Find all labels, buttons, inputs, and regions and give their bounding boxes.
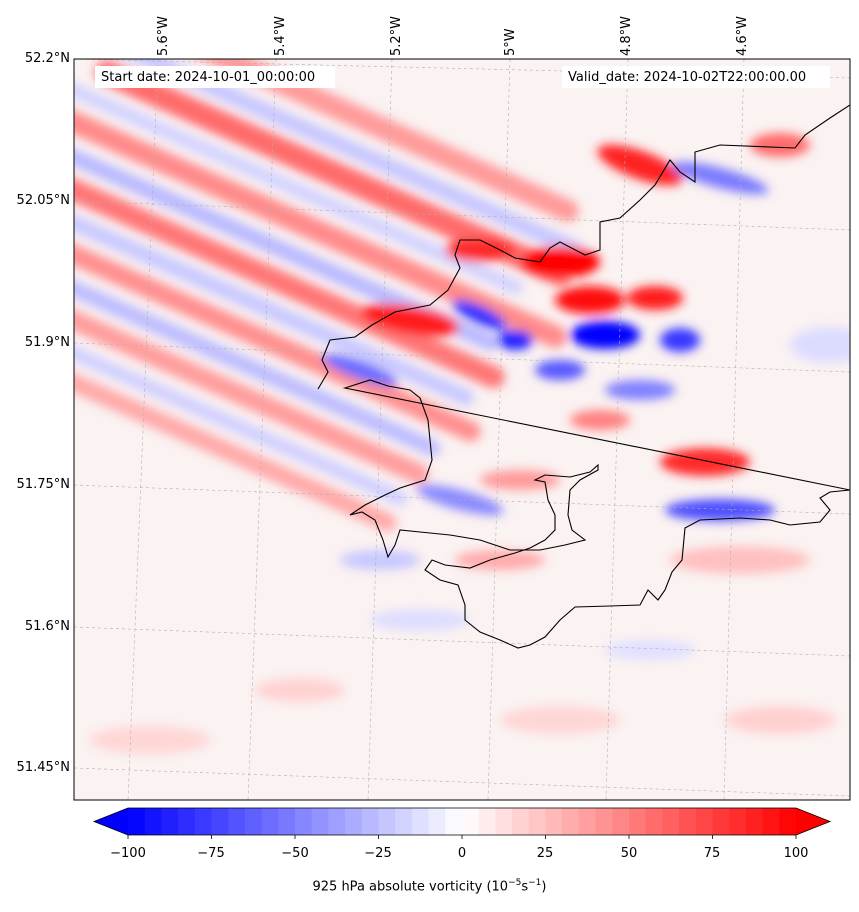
colorbar-segment (478, 808, 496, 835)
start-date-label: Start date: 2024-10-01_00:00:00 (101, 70, 316, 85)
colorbar-segment (361, 808, 380, 835)
colorbar-tick: 0 (457, 846, 467, 861)
colorbar-tick: −50 (281, 846, 309, 861)
coastline (317, 104, 850, 649)
colorbar-segment (194, 808, 213, 835)
colorbar-segment (328, 808, 346, 835)
colorbar-min-extension (94, 808, 128, 835)
lat-label-51.9n: 51.9°N (24, 335, 70, 350)
colorbar-segment (779, 808, 797, 835)
lat-label-51.75n: 51.75°N (16, 477, 70, 492)
colorbar-label: 925 hPa absolute vorticity (10−5s−1) (312, 878, 547, 895)
colorbar-segment (228, 808, 246, 835)
colorbar-segment (612, 808, 630, 835)
colorbar-segment (462, 808, 480, 835)
colorbar-tick: 75 (703, 846, 721, 861)
colorbar-segment (244, 808, 263, 835)
valid-date-box (562, 66, 830, 88)
colorbar-segment (278, 808, 296, 835)
colorbar-segment (144, 808, 162, 835)
colorbar-segment (378, 808, 396, 835)
lon-label-5.6w: 5.6°W (156, 15, 171, 56)
lat-label-51.6n: 51.6°N (24, 619, 70, 634)
colorbar-segment (161, 808, 179, 835)
lat-label-52.2n: 52.2°N (24, 51, 70, 66)
lon-label-5.2w: 5.2°W (389, 15, 404, 56)
colorbar-segment (679, 808, 697, 835)
colorbar-segment (295, 808, 313, 835)
colorbar-segment (595, 808, 613, 835)
colorbar-segment (662, 808, 680, 835)
colorbar-segment (128, 808, 146, 835)
start-date-box (95, 66, 335, 88)
colorbar-segment (629, 808, 647, 835)
colorbar-segment (211, 808, 229, 835)
colorbar-segment (578, 808, 597, 835)
colorbar-segment (745, 808, 764, 835)
lat-label-52.05n: 52.05°N (16, 193, 70, 208)
colorbar-segment (261, 808, 279, 835)
colorbar-segment (645, 808, 663, 835)
graticule (74, 59, 850, 800)
colorbar-segment (345, 808, 363, 835)
colorbar-segment (445, 808, 463, 835)
valid-date-label: Valid_date: 2024-10-02T22:00:00.00 (568, 70, 807, 85)
colorbar-segment (512, 808, 530, 835)
vorticity-field (74, 59, 850, 800)
colorbar-segment (562, 808, 580, 835)
colorbar-segment (528, 808, 547, 835)
lat-label-51.45n: 51.45°N (16, 760, 70, 775)
colorbar-tick: 100 (783, 846, 809, 861)
colorbar-tick: −100 (110, 846, 146, 861)
colorbar-segment (311, 808, 329, 835)
colorbar-segment (428, 808, 446, 835)
colorbar (92, 807, 832, 839)
colorbar-segment (411, 808, 430, 835)
map-frame (73, 58, 851, 801)
lon-label-5w: 5°W (503, 28, 518, 56)
lon-label-5.4w: 5.4°W (273, 15, 288, 56)
colorbar-segment (712, 808, 730, 835)
colorbar-segment (545, 808, 563, 835)
colorbar-segment (762, 808, 780, 835)
colorbar-segment (395, 808, 413, 835)
colorbar-segment (729, 808, 747, 835)
lon-label-4.6w: 4.6°W (735, 15, 750, 56)
colorbar-max-extension (796, 808, 830, 835)
colorbar-segment (695, 808, 714, 835)
colorbar-segment (495, 808, 513, 835)
colorbar-tick: −75 (197, 846, 225, 861)
colorbar-segment (178, 808, 196, 835)
lon-label-4.8w: 4.8°W (619, 15, 634, 56)
colorbar-tick: 25 (536, 846, 554, 861)
colorbar-tick: −25 (364, 846, 392, 861)
colorbar-tick: 50 (620, 846, 638, 861)
